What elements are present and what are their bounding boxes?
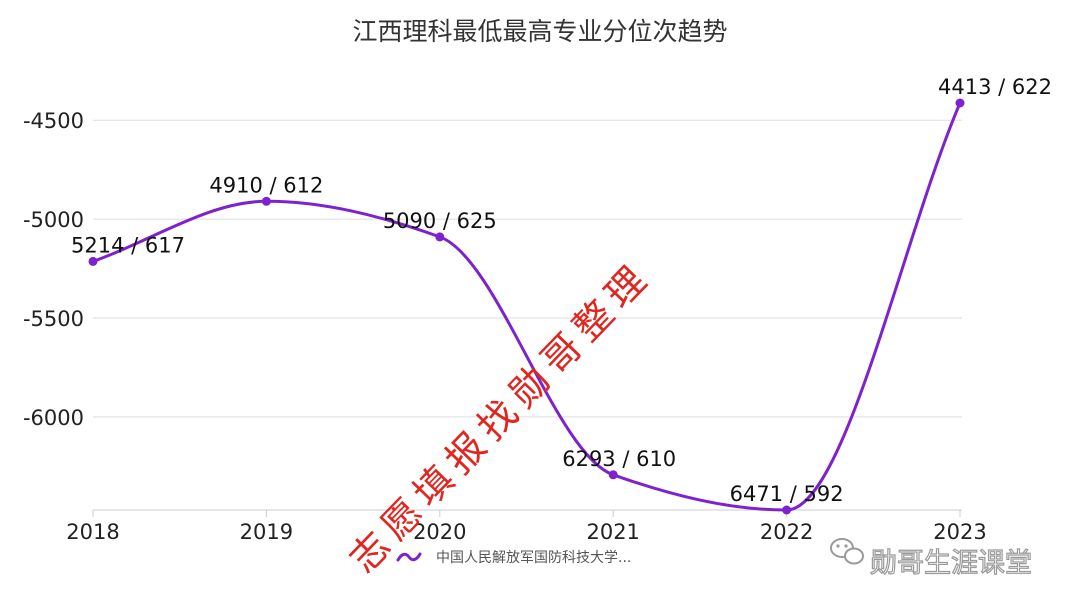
y-tick-label: -5000 [23, 208, 84, 232]
x-tick-label: 2021 [586, 520, 639, 544]
data-label: 6293 / 610 [562, 447, 676, 471]
chart-title: 江西理科最低最高专业分位次趋势 [352, 17, 727, 46]
brand-logo: 勋哥生涯课堂 [830, 538, 1033, 580]
legend-line-icon [396, 552, 422, 562]
series-line [92, 102, 962, 512]
data-label-layer: 5214 / 617 4910 / 612 5090 / 625 6293 / 610… [71, 75, 1052, 506]
axis-layer: -4500 -5000 -5500 -6000 2018 2019 2020 2021 2022… [23, 109, 987, 544]
data-label: 5090 / 625 [383, 209, 497, 233]
legend[interactable]: 中国人民解放军国防科技大学... [396, 550, 631, 566]
data-label: 5214 / 617 [71, 233, 185, 257]
x-tick-label: 2018 [66, 520, 119, 544]
x-tick-label: 2020 [413, 520, 466, 544]
data-point [435, 232, 445, 242]
data-point [88, 256, 98, 266]
x-tick-label: 2023 [933, 520, 986, 544]
data-point [608, 470, 618, 480]
brand-label: 勋哥生涯课堂 [870, 548, 1032, 579]
y-tick-label: -4500 [23, 109, 84, 133]
legend-series-name: 中国人民解放军国防科技大学... [436, 550, 631, 566]
data-label: 6471 / 592 [730, 482, 844, 506]
x-tick-label: 2022 [760, 520, 813, 544]
grid-layer [93, 119, 962, 418]
data-label: 4910 / 612 [209, 173, 323, 197]
y-tick-label: -6000 [23, 406, 84, 430]
data-point [261, 196, 271, 206]
data-label: 4413 / 622 [938, 75, 1052, 99]
wechat-icon [830, 538, 864, 565]
x-tick-label: 2019 [240, 520, 293, 544]
data-point [955, 98, 965, 108]
data-point [782, 505, 792, 515]
series-layer [88, 98, 965, 515]
y-tick-label: -5500 [23, 307, 84, 331]
